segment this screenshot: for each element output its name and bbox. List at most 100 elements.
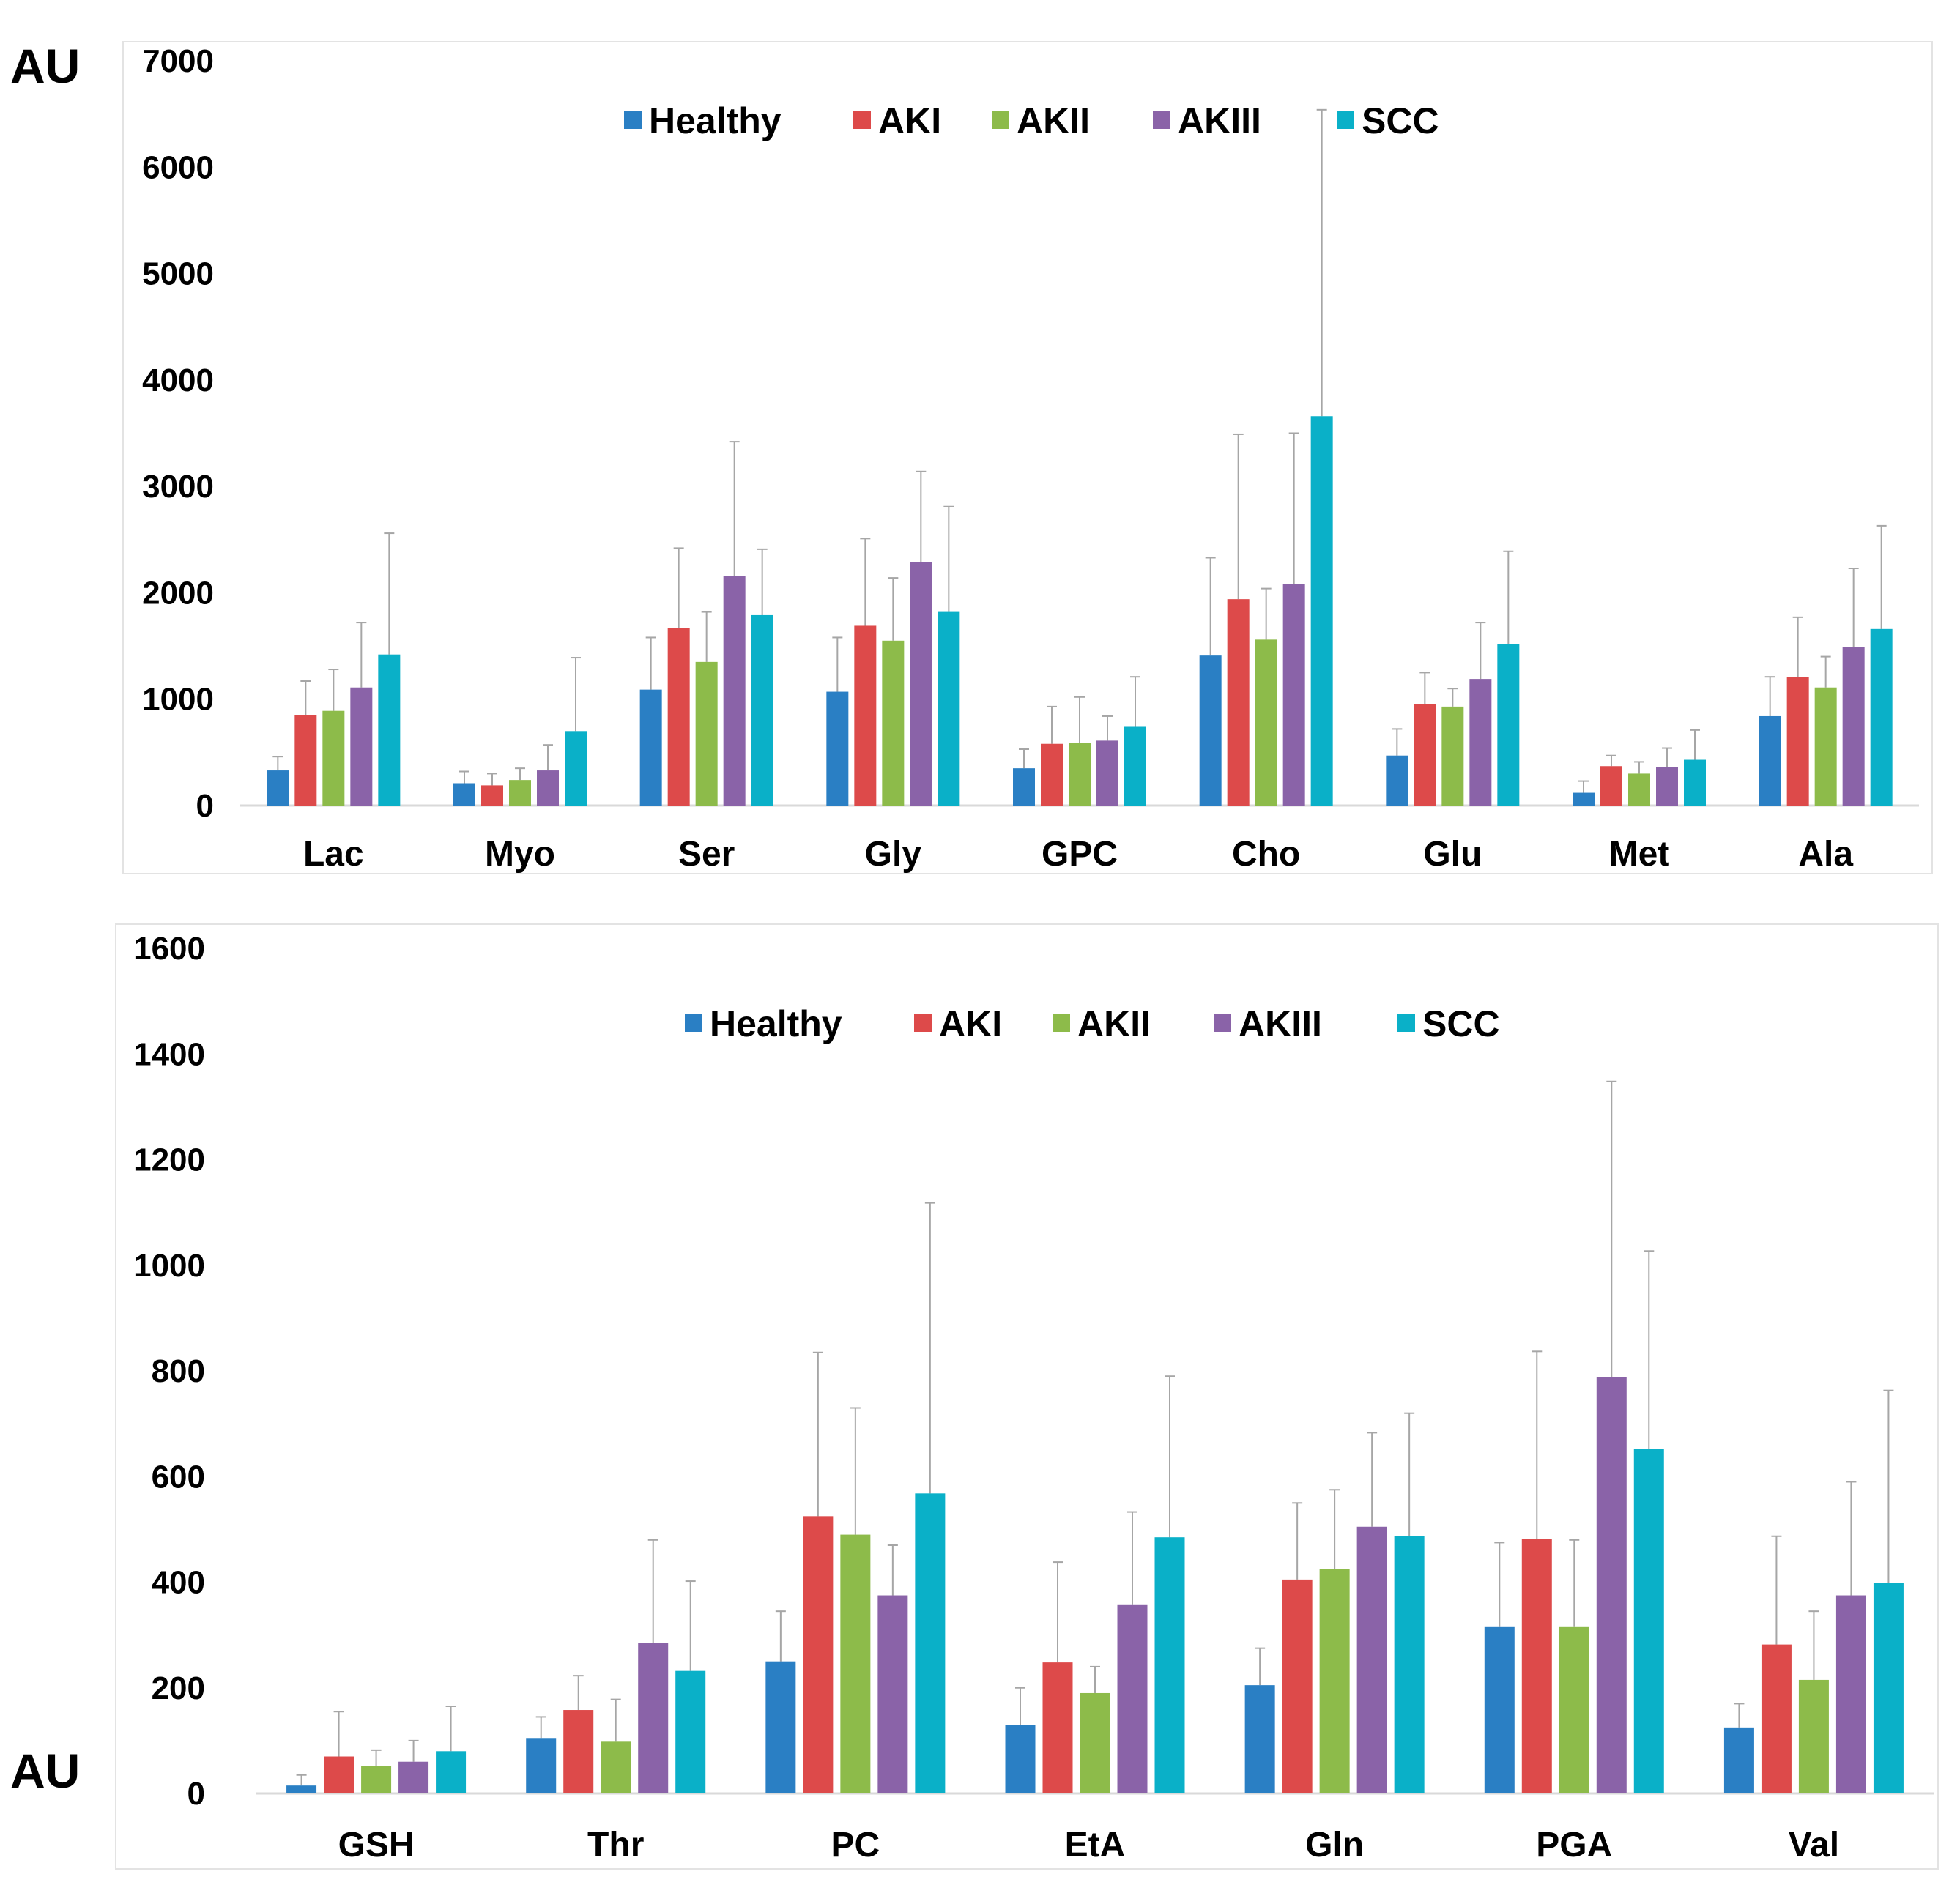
bar-scc-gln	[1394, 1536, 1425, 1793]
bar-healthy-gly	[826, 691, 849, 806]
x-tick-label: Glu	[1423, 835, 1482, 874]
bar-healthy-ala	[1759, 715, 1781, 806]
bar-akii-gsh	[361, 1766, 392, 1793]
bar-akiii-pc	[877, 1595, 908, 1793]
x-tick-label: EtA	[1065, 1826, 1126, 1864]
x-tick-label: PC	[831, 1826, 880, 1864]
x-tick-label: PGA	[1536, 1826, 1612, 1864]
y-axis-label: AU	[10, 39, 81, 93]
x-tick-label: Myo	[485, 835, 555, 874]
legend-swatch	[853, 111, 871, 129]
bar-aki-gsh	[324, 1756, 354, 1793]
bar-akii-lac	[322, 710, 345, 806]
bar-akiii-glu	[1469, 679, 1492, 806]
bar-healthy-thr	[526, 1738, 557, 1793]
y-tick-label: 1000	[142, 682, 214, 718]
bar-akii-pc	[840, 1534, 871, 1793]
bar-akii-gln	[1319, 1569, 1350, 1793]
chart-panel-top: AU 0 1000 2000 3000 4000 5000 6000 7000 Lac Myo Se…	[0, 0, 1960, 901]
y-tick-label: 800	[152, 1353, 205, 1389]
x-tick-label: Cho	[1232, 835, 1300, 874]
bar-akii-myo	[509, 780, 531, 806]
bar-scc-gly	[938, 611, 960, 806]
legend-label: AKIII	[1239, 1003, 1322, 1044]
bar-aki-thr	[563, 1710, 594, 1793]
y-tick-label: 7000	[142, 43, 214, 79]
bar-aki-val	[1761, 1644, 1792, 1793]
bar-healthy-gsh	[286, 1785, 317, 1793]
legend-swatch	[1337, 111, 1354, 129]
bar-chart-top: 0 1000 2000 3000 4000 5000 6000 7000 Lac Myo Ser Gl…	[122, 41, 1933, 874]
bar-akiii-gpc	[1096, 740, 1118, 806]
bar-akii-gly	[882, 640, 905, 806]
legend-label: AKI	[878, 100, 941, 141]
bar-aki-myo	[481, 785, 503, 806]
x-tick-label: GSH	[338, 1826, 415, 1864]
bar-akii-val	[1798, 1679, 1829, 1793]
bar-healthy-pc	[765, 1661, 796, 1793]
bar-chart-bottom: 0 200 400 600 800 1000 1200 1400 1600 GSH Thr PC EtA…	[115, 923, 1939, 1870]
y-tick-label: 400	[152, 1565, 205, 1601]
bar-aki-gln	[1282, 1579, 1313, 1793]
y-tick-label: 1400	[133, 1036, 205, 1072]
legend-swatch	[1214, 1014, 1231, 1032]
bar-healthy-met	[1573, 792, 1595, 806]
bar-akii-ala	[1814, 687, 1837, 806]
x-tick-label: Met	[1609, 835, 1670, 874]
legend-label: Healthy	[649, 100, 782, 141]
bar-akiii-gsh	[398, 1761, 429, 1793]
bar-healthy-gpc	[1013, 768, 1035, 806]
y-tick-label: 2000	[142, 575, 214, 611]
bar-akii-eta	[1080, 1692, 1110, 1793]
bar-aki-cho	[1227, 599, 1250, 806]
bar-akiii-gln	[1356, 1526, 1387, 1793]
chart-panel-bottom: AU 0 200 400 600 800 1000 1200 1400 1600 GSH Thr PC…	[0, 871, 1960, 1885]
bar-scc-val	[1873, 1583, 1904, 1793]
y-tick-label: 3000	[142, 469, 214, 505]
bar-scc-eta	[1154, 1537, 1185, 1793]
x-tick-label: GPC	[1042, 835, 1118, 874]
bar-akiii-val	[1835, 1595, 1866, 1793]
x-tick-label: Gln	[1305, 1826, 1364, 1864]
legend-swatch	[1153, 111, 1170, 129]
bar-akii-met	[1628, 773, 1650, 806]
plot-frame	[122, 41, 1933, 874]
x-tick-label: Val	[1789, 1826, 1839, 1864]
bar-healthy-eta	[1005, 1725, 1036, 1793]
bar-scc-pga	[1633, 1449, 1664, 1793]
bar-akiii-eta	[1117, 1604, 1148, 1793]
bar-scc-ala	[1870, 628, 1893, 806]
bar-scc-lac	[378, 654, 401, 806]
bar-aki-glu	[1414, 704, 1436, 806]
bar-akiii-myo	[537, 770, 559, 806]
legend-label: AKII	[1077, 1003, 1151, 1044]
bar-aki-lac	[294, 715, 317, 806]
legend-swatch	[992, 111, 1009, 129]
x-tick-label: Gly	[865, 835, 922, 874]
y-axis-label: AU	[10, 1744, 81, 1798]
bar-scc-thr	[675, 1670, 706, 1793]
x-tick-label: Lac	[303, 835, 364, 874]
legend-swatch	[624, 111, 642, 129]
legend-swatch	[685, 1014, 702, 1032]
bar-akii-ser	[695, 661, 718, 806]
bar-akiii-cho	[1282, 584, 1305, 806]
bar-scc-glu	[1497, 644, 1520, 806]
bar-akiii-lac	[350, 687, 373, 806]
bar-aki-eta	[1042, 1662, 1073, 1793]
bar-healthy-val	[1723, 1727, 1754, 1793]
legend-label: AKIII	[1178, 100, 1261, 141]
y-tick-label: 1200	[133, 1142, 205, 1178]
bar-scc-ser	[751, 614, 773, 806]
bar-scc-cho	[1310, 416, 1333, 806]
y-tick-label: 1000	[133, 1248, 205, 1284]
bar-scc-pc	[915, 1493, 946, 1793]
bar-aki-ser	[667, 628, 690, 806]
bar-scc-gsh	[436, 1751, 467, 1793]
x-tick-label: Ala	[1798, 835, 1853, 874]
y-tick-label: 4000	[142, 362, 214, 398]
bar-scc-myo	[565, 731, 587, 806]
bar-scc-met	[1684, 759, 1706, 806]
plot-frame	[115, 923, 1939, 1870]
bar-akiii-thr	[638, 1643, 669, 1793]
